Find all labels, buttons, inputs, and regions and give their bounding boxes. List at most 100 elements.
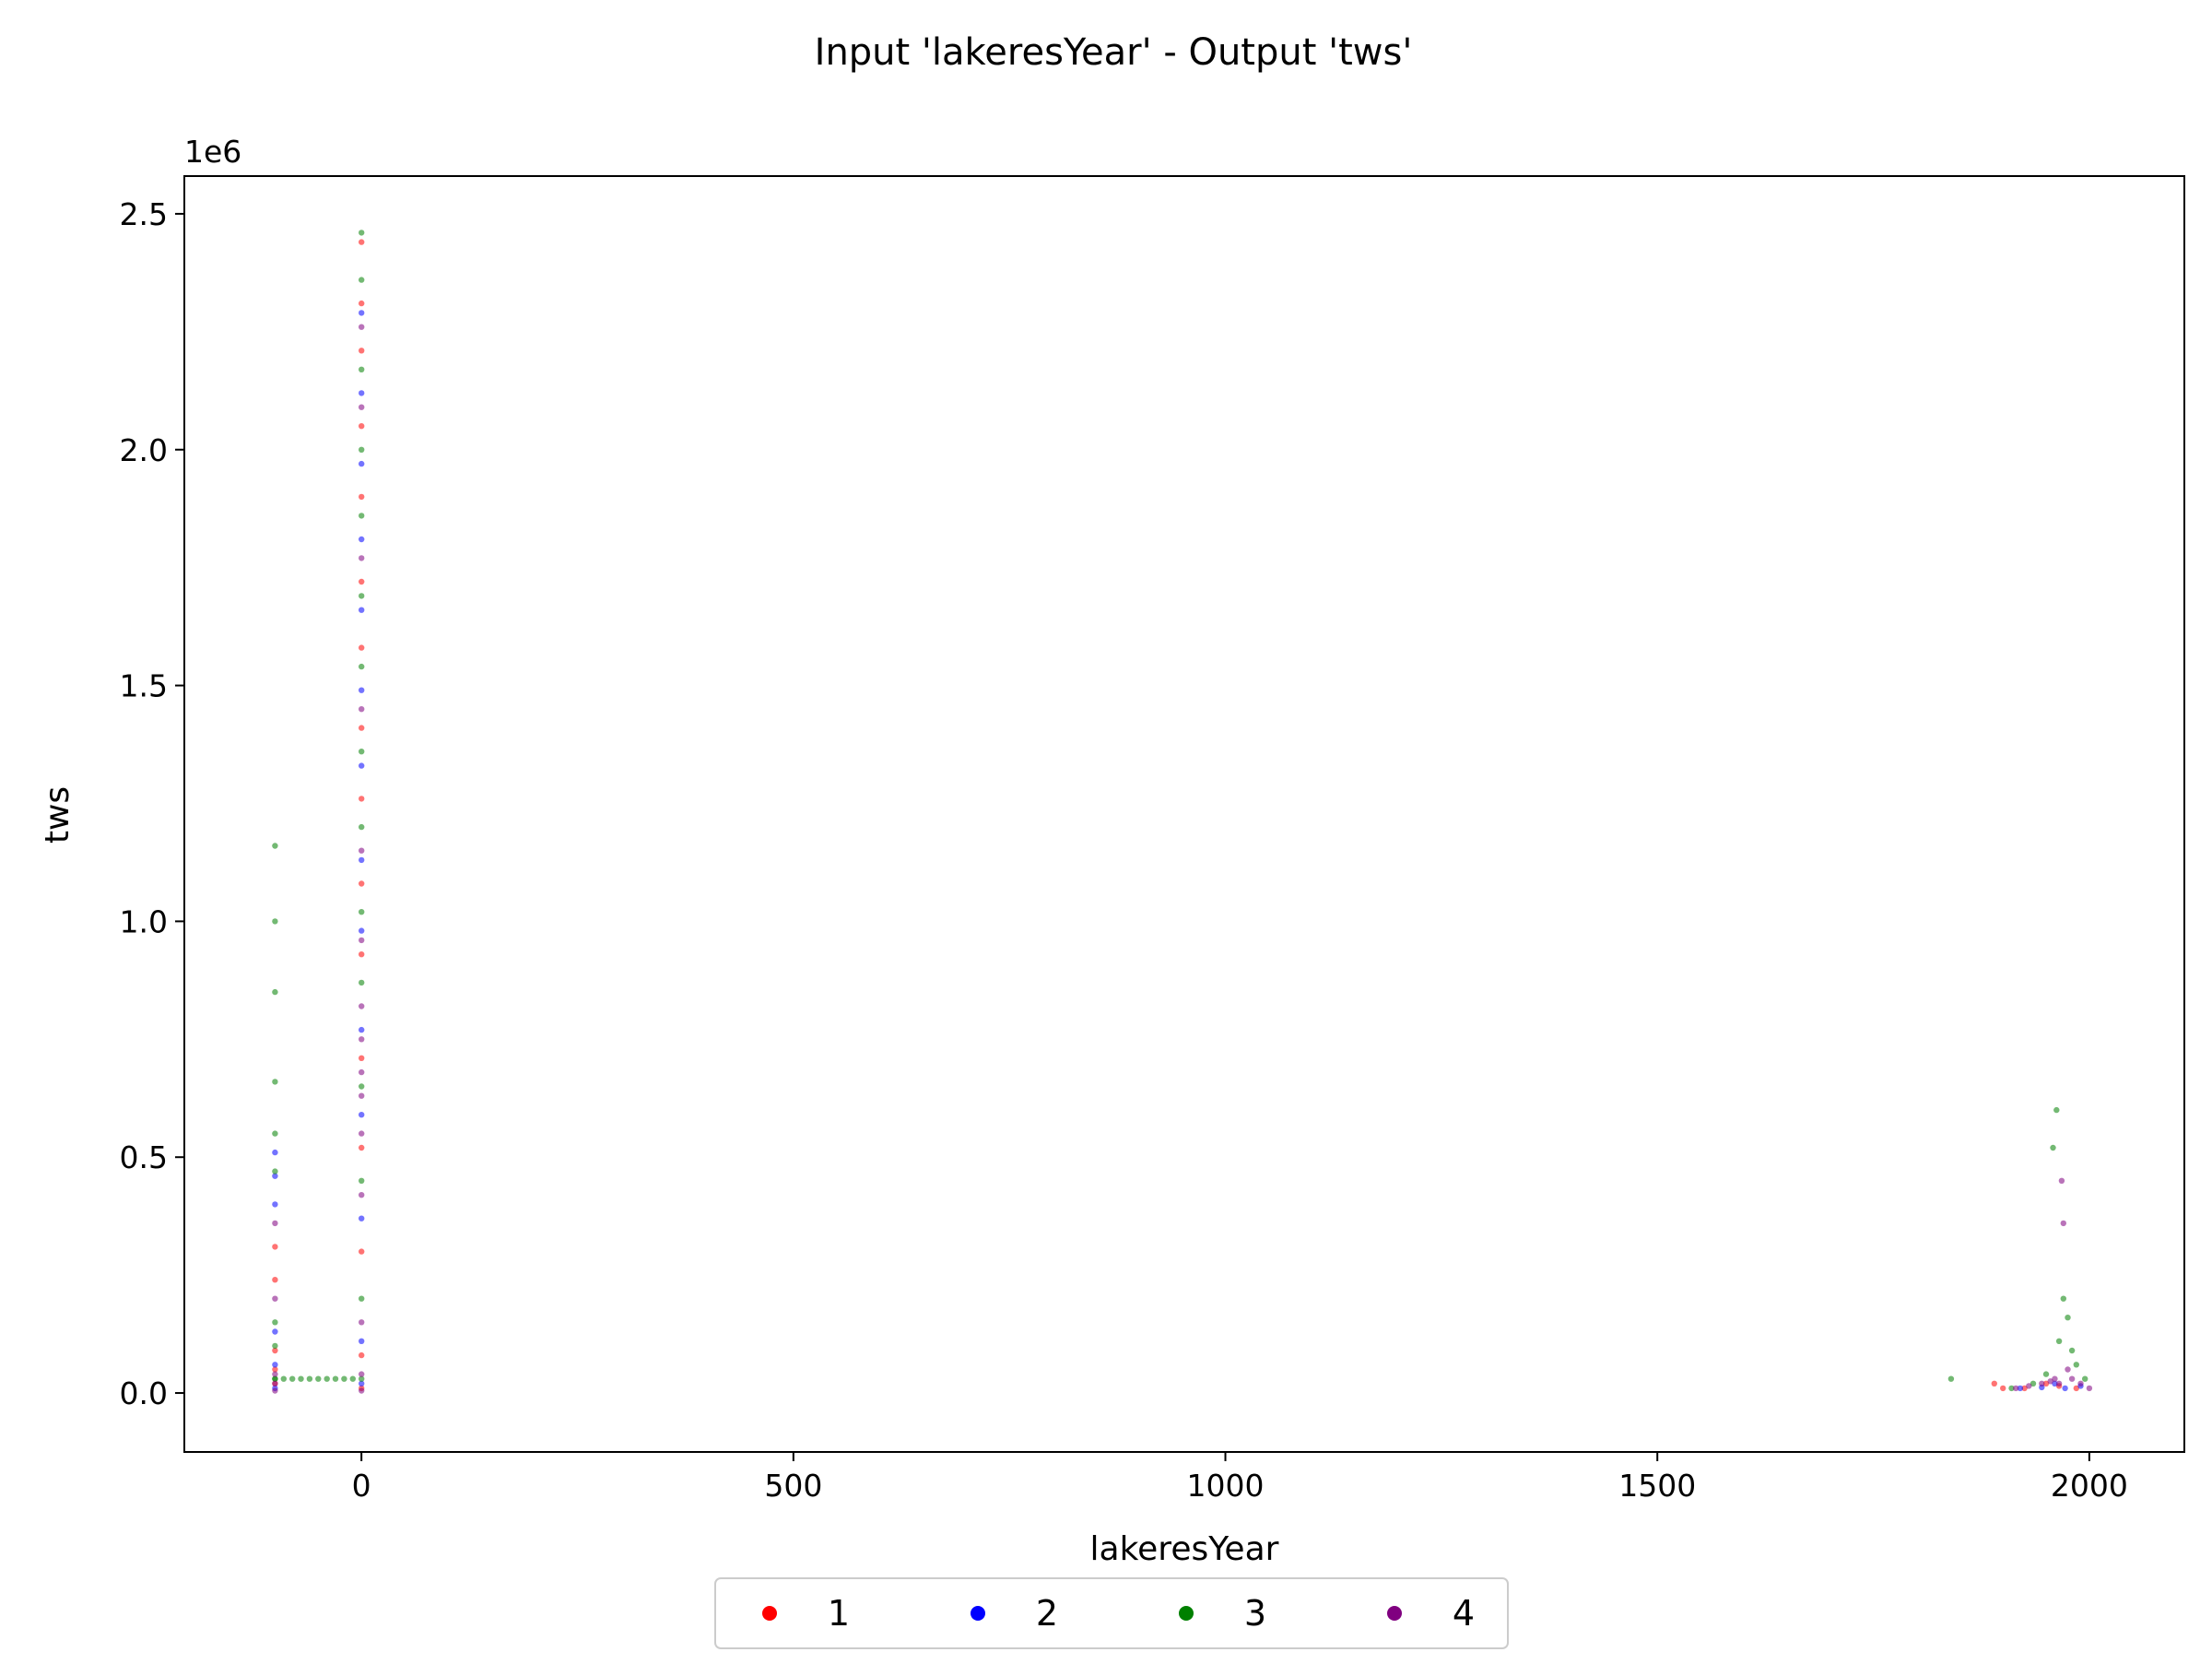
x-tick-label: 0 — [352, 1468, 371, 1504]
series-3-point — [272, 1130, 278, 1137]
series-3-point — [359, 979, 365, 986]
series-1-point — [359, 1351, 365, 1359]
y-scale-label: 1e6 — [184, 134, 241, 170]
series-3-point — [2068, 1347, 2076, 1354]
series-3-point — [2060, 1295, 2066, 1302]
y-tick-label: 1.5 — [120, 668, 168, 704]
legend: 1 2 3 4 — [714, 1577, 1509, 1649]
series-2-point — [2052, 1380, 2058, 1387]
series-1-point — [359, 644, 365, 651]
series-2-point — [272, 1328, 278, 1335]
series-1-point — [359, 493, 365, 501]
series-4-point — [359, 847, 365, 854]
series-3-point — [280, 1375, 287, 1382]
series-3-point — [2042, 1371, 2050, 1377]
series-3-point — [359, 1295, 365, 1302]
series-2-point — [359, 1112, 365, 1118]
series-4-point — [2086, 1385, 2093, 1392]
series-4-point — [2013, 1385, 2019, 1392]
series-1-point — [272, 1244, 278, 1250]
series-3-point — [272, 1079, 278, 1085]
series-4-point — [2060, 1220, 2066, 1227]
series-3-point — [272, 1342, 278, 1350]
series-3-point — [2082, 1375, 2088, 1382]
series-3-point — [359, 446, 365, 453]
series-4-point — [2065, 1366, 2071, 1373]
series-2-point — [359, 390, 365, 396]
series-4-point — [359, 1192, 365, 1198]
series-1-point — [359, 880, 365, 887]
series-3-point — [298, 1375, 304, 1382]
legend-box — [714, 1577, 1509, 1649]
series-4-point — [2026, 1383, 2032, 1389]
series-4-point — [2052, 1375, 2058, 1382]
legend-marker-4 — [1387, 1606, 1402, 1621]
series-2-point — [359, 536, 365, 543]
legend-label-1: 1 — [828, 1593, 850, 1634]
series-3-point — [1947, 1375, 1955, 1382]
legend-marker-2 — [971, 1606, 985, 1621]
series-4-point — [359, 1130, 365, 1137]
legend-label-3: 3 — [1244, 1593, 1266, 1634]
series-3-point — [272, 988, 278, 996]
series-4-point — [359, 404, 365, 410]
series-4-point — [359, 1068, 365, 1076]
series-3-point — [2053, 1106, 2060, 1114]
series-2-point — [359, 1380, 365, 1387]
series-3-point — [359, 909, 365, 915]
series-4-point — [2047, 1378, 2053, 1385]
x-tick-label: 2000 — [2051, 1468, 2128, 1504]
series-2-point — [359, 927, 365, 934]
series-4-point — [2068, 1375, 2076, 1382]
series-1-point — [359, 578, 365, 585]
series-1-point — [359, 348, 365, 354]
series-2-point — [359, 1215, 365, 1221]
series-1-point — [359, 796, 365, 802]
series-3-point — [341, 1375, 347, 1382]
series-1-point — [1991, 1380, 1997, 1387]
series-2-point — [272, 1173, 278, 1179]
series-3-point — [2030, 1380, 2037, 1387]
series-4-point — [359, 1036, 365, 1043]
series-1-point — [359, 951, 365, 958]
series-4-point — [359, 1319, 365, 1326]
series-3-point — [272, 843, 278, 849]
series-3-point — [272, 1319, 278, 1326]
y-axis: 0.0 0.5 1.0 1.5 2.0 2.5 — [120, 196, 184, 1411]
series-3-point — [359, 1375, 365, 1382]
series-1-point — [2021, 1385, 2028, 1392]
series-3-point — [332, 1375, 339, 1382]
points-layer — [272, 230, 2093, 1394]
series-3-point — [359, 749, 365, 755]
series-3-point — [272, 1375, 278, 1382]
legend-marker-1 — [762, 1606, 777, 1621]
plot-frame — [183, 175, 2185, 1453]
series-2-point — [359, 1338, 365, 1345]
series-1-point — [2073, 1385, 2079, 1392]
series-4-point — [272, 1380, 278, 1387]
series-3-point — [359, 1083, 365, 1090]
series-4-point — [2039, 1380, 2045, 1387]
series-2-point — [359, 460, 365, 467]
y-tick-label: 0.5 — [120, 1139, 168, 1175]
series-3-point — [2008, 1385, 2015, 1392]
series-3-point — [2050, 1144, 2056, 1151]
series-4-point — [2077, 1380, 2084, 1387]
series-3-point — [2055, 1338, 2063, 1345]
series-3-point — [359, 823, 365, 831]
series-1-point — [272, 1347, 278, 1354]
series-2-point — [359, 856, 365, 864]
series-4-point — [272, 1371, 278, 1377]
x-tick-label: 1500 — [1618, 1468, 1696, 1504]
series-1-point — [272, 1366, 278, 1373]
series-3-point — [359, 1177, 365, 1185]
series-4-point — [272, 1295, 278, 1302]
legend-marker-3 — [1179, 1606, 1194, 1621]
x-tick-label: 500 — [764, 1468, 822, 1504]
series-3-point — [359, 230, 365, 236]
legend-label-2: 2 — [1036, 1593, 1058, 1634]
y-axis-label: tws — [39, 786, 76, 844]
series-1-point — [359, 239, 365, 245]
y-tick-label: 0.0 — [120, 1375, 168, 1411]
